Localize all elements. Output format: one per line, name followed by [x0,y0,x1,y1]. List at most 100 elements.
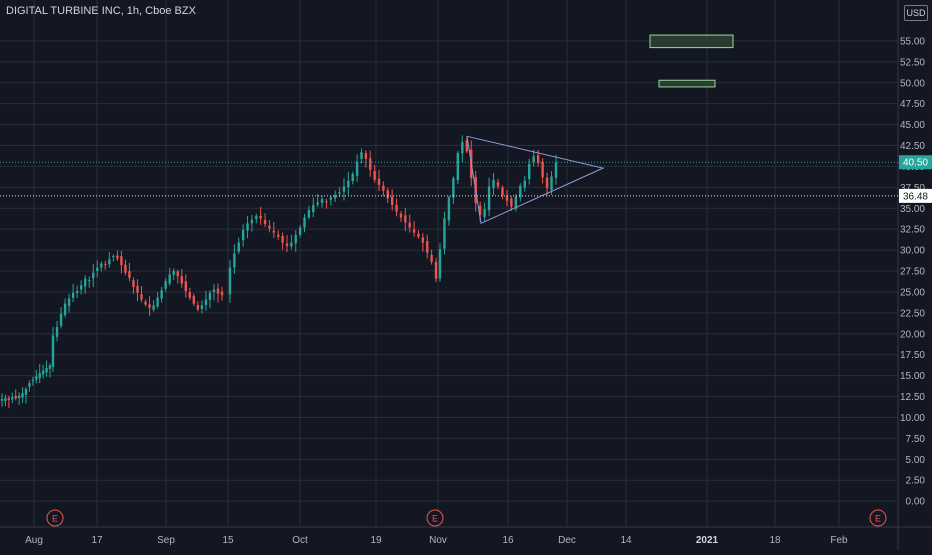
candle-body [412,229,416,233]
candle [281,232,284,250]
candle [156,292,159,309]
candle-body [364,153,368,159]
price-axis[interactable]: 55.0052.5050.0047.5045.0042.5040.0037.50… [899,36,932,508]
y-tick-label: 22.50 [900,308,925,319]
candle-body [164,281,167,289]
candle [96,260,99,278]
last-price-tag [899,155,932,170]
candle-body [550,176,553,191]
x-tick-label: 19 [370,535,382,546]
candle [263,213,267,228]
candle [412,221,416,237]
candle [11,392,14,404]
x-tick-label: 2021 [696,535,719,546]
candle [532,149,535,167]
candle [487,177,491,217]
candle-body [4,398,7,401]
candle-body [144,301,147,305]
candle [342,178,346,201]
candle-body [124,264,127,273]
candle [360,148,363,164]
candle [377,169,381,192]
candle [172,268,175,281]
currency-button[interactable]: USD [904,5,928,21]
candle [272,221,276,239]
candle [496,178,500,190]
candle [63,298,67,318]
candle-body [545,177,549,189]
candle-body [17,395,21,399]
candle-body [519,185,522,198]
candle-body [136,285,139,293]
candle [83,275,87,294]
candle [329,195,333,206]
earnings-marker-circle [426,509,444,527]
candle [237,237,240,255]
candle-body [351,173,354,182]
x-tick-label: Nov [429,535,447,546]
candle-body [83,278,87,287]
candle [148,296,151,316]
candle-body [404,215,407,223]
candle [307,205,311,220]
candle [21,387,24,403]
candle [208,290,212,309]
time-axis[interactable]: Aug 17 Sep 15 Oct 19 Nov 16 Dec 14 2021 18 Feb [25,535,848,546]
candle-body [325,201,328,203]
candle-body [237,242,240,252]
candle-body [461,142,464,154]
x-tick-label: Aug [25,535,43,546]
y-tick-label: 47.50 [900,99,925,110]
candle [51,327,55,373]
candle [386,187,389,203]
y-tick-label: 10.00 [900,413,925,424]
candle-body [421,237,425,243]
candle [250,214,254,232]
candle [45,360,48,377]
earnings-marker: E [46,509,64,527]
candle [373,164,376,183]
candle [192,293,196,306]
candle-body [452,178,455,198]
candle-body [204,299,208,306]
candle [128,262,131,282]
candle-body [71,292,75,298]
candle-body [373,170,376,180]
candle-body [320,199,324,203]
candle-body [168,274,171,284]
candle-body [184,281,187,292]
candle-body [28,383,31,387]
candle [294,230,297,252]
candle [510,196,513,211]
candle-body [233,253,236,268]
candle-body [434,261,438,279]
candle [136,279,139,301]
candle-body [250,219,254,224]
candle-body [156,297,159,307]
target-zone-rect [658,79,716,88]
y-tick-label: 17.50 [900,350,925,361]
candle-body [377,178,381,185]
candle-body [395,204,398,212]
candle [204,290,208,311]
candle [132,277,135,294]
candle-body [487,186,491,211]
candle-body [108,259,111,265]
candle [430,249,433,265]
candle [501,185,504,200]
earnings-marker-label: E [52,514,58,524]
candle-body [48,365,52,369]
candle-body [59,313,63,326]
x-tick-label: 15 [222,535,234,546]
candle [24,386,28,404]
candle-body [514,196,518,209]
candle-body [285,243,289,246]
y-tick-label: 52.50 [900,57,925,68]
y-tick-label: 42.50 [900,141,925,152]
candle-body [329,197,333,200]
candle [216,283,220,303]
y-tick-label: 30.00 [900,246,925,257]
